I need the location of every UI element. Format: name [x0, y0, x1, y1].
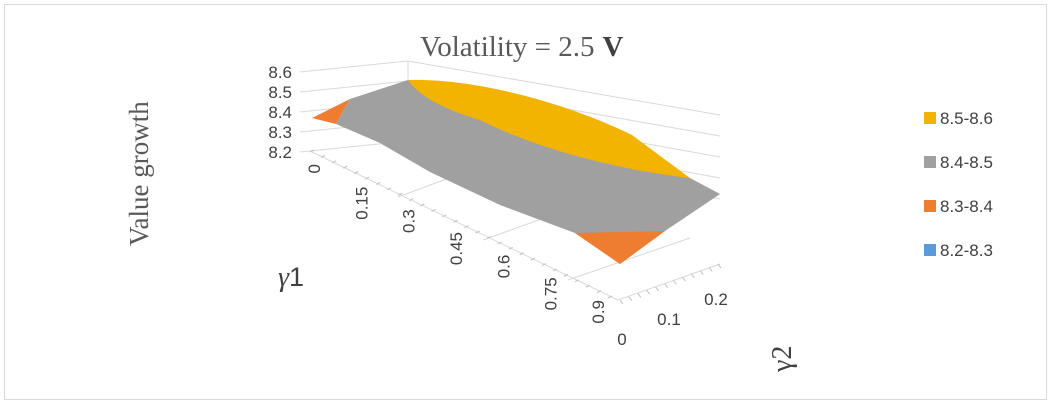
x-tick-label: 0 [305, 164, 324, 173]
x-tick-label: 0.15 [352, 187, 371, 220]
legend-swatch [924, 244, 936, 256]
legend-swatch [924, 200, 936, 212]
y-tick-mark [681, 276, 686, 282]
x-tick-mark [585, 284, 591, 288]
x-tick-mark [508, 246, 513, 250]
x-tick-label: 0.3 [400, 209, 419, 233]
x-tick-mark [420, 203, 425, 207]
surface-band-8.4-8.5 [336, 80, 720, 264]
x-axis-label-index: 1 [289, 262, 304, 292]
x-tick-mark [309, 149, 315, 153]
x-tick-mark [552, 268, 558, 272]
x-tick-mark [574, 279, 580, 283]
y-tick-mark [637, 293, 642, 298]
legend-label: 8.3-8.4 [940, 197, 993, 216]
x-tick-mark [342, 165, 348, 169]
y-tick-label: 0.1 [657, 310, 681, 329]
y-tick-mark [619, 299, 624, 305]
z-tick-label: 8.2 [268, 143, 292, 162]
x-tick-mark [331, 160, 337, 164]
z-tick-label: 8.5 [268, 83, 292, 102]
x-tick-mark [375, 181, 381, 185]
x-tick-label: 0.9 [589, 300, 608, 324]
legend-label: 8.2-8.3 [940, 241, 993, 260]
surface-band-8.5-8.6 [408, 79, 690, 178]
x-tick-label: 0.75 [542, 277, 561, 310]
y-tick-label: 0.2 [704, 290, 728, 309]
x-tick-mark [364, 176, 370, 180]
x-tick-mark [464, 225, 469, 229]
x-tick-mark [387, 187, 392, 191]
x-tick-label: 0.45 [447, 232, 466, 265]
x-tick-mark [409, 198, 414, 202]
x-tick-mark [442, 214, 447, 218]
surface [312, 79, 720, 264]
y-tick-label: 0 [617, 330, 626, 349]
chart-title-text: Volatility = 2.5 [420, 31, 595, 63]
y-axis-label: γ2 [767, 346, 798, 373]
surface-band-8.3-8.4-right [575, 231, 665, 264]
x-tick-label: 0.6 [494, 255, 513, 279]
legend-swatch [924, 156, 936, 168]
svg-text:γ1: γ1 [278, 262, 304, 293]
y-tick-mark [655, 286, 660, 292]
x-tick-mark [431, 209, 436, 212]
y-tick-mark [699, 270, 704, 275]
y-tick-mark [690, 273, 695, 279]
x-tick-mark [497, 241, 502, 245]
x-tick-mark [541, 263, 547, 267]
x-axis-label-symbol: γ [278, 262, 290, 293]
x-tick-mark [320, 154, 326, 158]
x-tick-mark [530, 257, 535, 261]
z-axis-label: Value growth [124, 101, 154, 246]
x-tick-mark [486, 236, 491, 239]
y-tick-mark [664, 283, 668, 288]
z-tick-label: 8.4 [268, 103, 292, 122]
x-tick-mark [607, 295, 613, 299]
svg-text:γ2: γ2 [767, 346, 798, 373]
legend-label: 8.5-8.6 [940, 109, 993, 128]
surface-band-8.3-8.4-left [312, 99, 350, 124]
y-tick-mark [673, 280, 677, 285]
z-tick-label: 8.3 [268, 123, 292, 142]
x-tick-mark [453, 219, 458, 223]
x-axis-label: γ1 [278, 262, 304, 293]
x-tick-mark [596, 290, 602, 294]
x-tick-mark [519, 252, 524, 256]
legend: 8.5-8.6 8.4-8.5 8.3-8.4 8.2-8.3 [924, 109, 993, 260]
y-axis-label-symbol: γ [767, 360, 798, 373]
legend-label: 8.4-8.5 [940, 153, 993, 172]
x-tick-mark [353, 171, 359, 175]
y-tick-mark [628, 296, 633, 302]
y-tick-mark [646, 289, 651, 295]
x-tick-mark [475, 230, 480, 234]
y-axis-label-index: 2 [767, 346, 798, 360]
chart-title-unit: V [603, 31, 624, 63]
y-tick-mark [708, 266, 713, 272]
svg-text:Volatility = 2.5V: Volatility = 2.5 V [420, 31, 624, 63]
legend-swatch [924, 112, 936, 124]
z-tick-label: 8.6 [268, 63, 292, 82]
x-tick-mark [563, 273, 569, 277]
y-tick-mark [717, 263, 722, 269]
chart-title: Volatility = 2.5 V [420, 31, 624, 63]
x-tick-mark [398, 192, 403, 196]
